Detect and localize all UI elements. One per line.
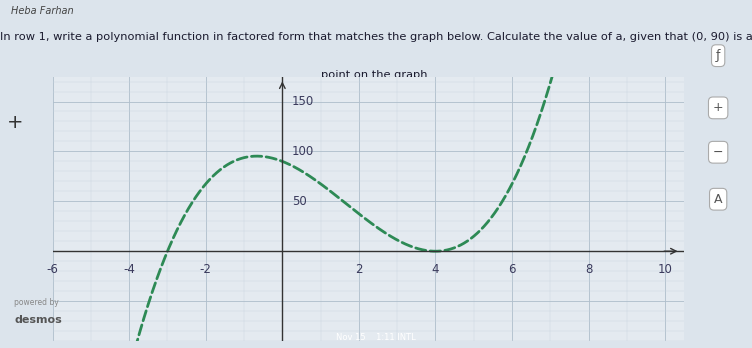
Text: ƒ: ƒ — [716, 49, 720, 62]
Text: point on the graph.: point on the graph. — [321, 70, 431, 80]
Text: +: + — [7, 113, 23, 132]
Text: -2: -2 — [200, 263, 212, 276]
Text: 4: 4 — [432, 263, 439, 276]
Text: Heba Farhan: Heba Farhan — [11, 6, 74, 16]
Text: −: − — [713, 146, 723, 159]
Text: 10: 10 — [658, 263, 672, 276]
Text: In row 1, write a polynomial function in factored form that matches the graph be: In row 1, write a polynomial function in… — [0, 32, 752, 42]
Text: 2: 2 — [355, 263, 362, 276]
Text: powered by: powered by — [14, 298, 59, 307]
Text: desmos: desmos — [14, 315, 62, 325]
Text: 100: 100 — [292, 145, 314, 158]
Text: -4: -4 — [123, 263, 135, 276]
Text: A: A — [714, 193, 723, 206]
Text: +: + — [713, 101, 723, 114]
Text: 150: 150 — [292, 95, 314, 108]
Text: 50: 50 — [292, 195, 307, 208]
Text: 8: 8 — [585, 263, 593, 276]
Text: Nov 15    1:11 INTL: Nov 15 1:11 INTL — [336, 333, 416, 342]
Text: 6: 6 — [508, 263, 516, 276]
Text: -6: -6 — [47, 263, 59, 276]
